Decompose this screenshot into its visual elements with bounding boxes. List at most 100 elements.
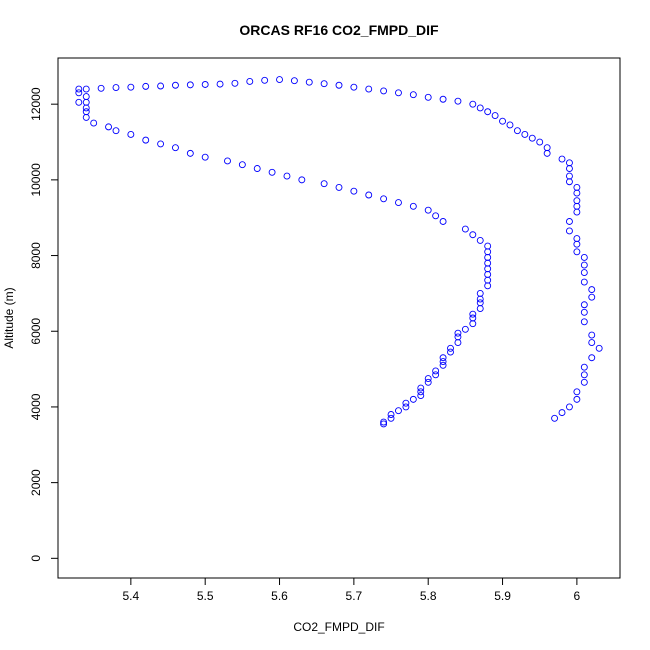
- point: [513, 127, 521, 135]
- point: [439, 218, 447, 225]
- y-tick-label: 0: [29, 555, 43, 562]
- point: [261, 76, 269, 84]
- y-tick-label: 12000: [29, 87, 43, 121]
- point: [454, 339, 462, 347]
- point: [246, 78, 254, 85]
- point: [536, 138, 544, 146]
- point: [82, 93, 90, 101]
- point: [142, 82, 150, 90]
- point: [439, 358, 447, 365]
- point: [97, 84, 105, 92]
- point: [447, 344, 454, 352]
- point: [432, 367, 440, 375]
- point: [484, 108, 492, 116]
- point: [127, 130, 135, 138]
- point: [424, 375, 432, 383]
- point: [417, 392, 425, 400]
- point: [565, 172, 573, 180]
- x-tick-label: 5.5: [197, 589, 214, 603]
- point: [543, 144, 551, 152]
- point: [75, 85, 83, 93]
- point: [82, 98, 90, 106]
- point: [417, 384, 425, 392]
- point: [580, 301, 588, 309]
- point: [387, 414, 395, 422]
- point: [75, 89, 83, 97]
- point: [82, 104, 90, 112]
- point: [565, 218, 573, 225]
- x-tick-label: 5.9: [494, 589, 511, 603]
- point: [484, 253, 492, 261]
- point: [565, 403, 573, 411]
- point: [409, 91, 417, 99]
- point: [476, 289, 484, 297]
- point: [558, 155, 566, 163]
- x-tick-label: 5.4: [123, 589, 140, 603]
- point: [580, 261, 588, 269]
- point: [380, 418, 388, 426]
- y-axis-label: Altitude (m): [2, 287, 16, 348]
- point: [335, 183, 343, 191]
- point: [395, 407, 402, 415]
- point: [565, 227, 573, 235]
- point: [409, 395, 417, 403]
- point: [573, 395, 581, 403]
- point: [454, 333, 462, 341]
- point: [573, 183, 581, 191]
- point: [484, 248, 492, 256]
- point: [573, 248, 581, 256]
- y-tick-label: 4000: [29, 393, 43, 420]
- point: [484, 242, 492, 250]
- chart-title: ORCAS RF16 CO2_FMPD_DIF: [239, 22, 439, 38]
- point: [335, 81, 343, 89]
- point: [380, 420, 388, 428]
- point: [469, 320, 477, 328]
- point: [447, 348, 454, 356]
- x-tick-label: 6: [574, 589, 581, 603]
- point: [238, 161, 246, 169]
- point: [499, 117, 506, 125]
- point: [283, 172, 291, 180]
- point: [476, 236, 484, 244]
- point: [580, 308, 588, 316]
- point: [528, 134, 536, 142]
- point: [395, 199, 402, 207]
- point: [573, 240, 581, 248]
- point: [365, 191, 373, 199]
- point: [580, 253, 588, 261]
- point: [580, 318, 588, 326]
- point: [424, 206, 432, 214]
- point: [573, 197, 581, 205]
- point: [573, 235, 581, 242]
- point: [476, 295, 484, 303]
- point: [112, 84, 120, 91]
- x-axis-label: CO2_FMPD_DIF: [293, 620, 384, 634]
- point: [402, 403, 410, 411]
- point: [476, 299, 484, 307]
- y-tick-label: 8000: [29, 242, 43, 269]
- point: [484, 282, 492, 290]
- point: [461, 225, 469, 233]
- point: [484, 271, 492, 278]
- point: [565, 159, 573, 167]
- point: [424, 378, 432, 386]
- plot-frame: [57, 57, 621, 579]
- point: [469, 310, 477, 318]
- point: [551, 414, 559, 422]
- point: [432, 212, 440, 220]
- point: [298, 176, 306, 184]
- point: [588, 286, 596, 294]
- point: [439, 354, 447, 362]
- point: [491, 112, 499, 119]
- point: [506, 121, 514, 129]
- point: [350, 187, 358, 195]
- point: [580, 371, 588, 379]
- point: [365, 85, 373, 93]
- point: [580, 269, 588, 277]
- point: [290, 77, 298, 85]
- point: [565, 178, 573, 186]
- point: [476, 305, 484, 312]
- point: [82, 85, 90, 93]
- point: [157, 140, 165, 148]
- point: [105, 123, 113, 131]
